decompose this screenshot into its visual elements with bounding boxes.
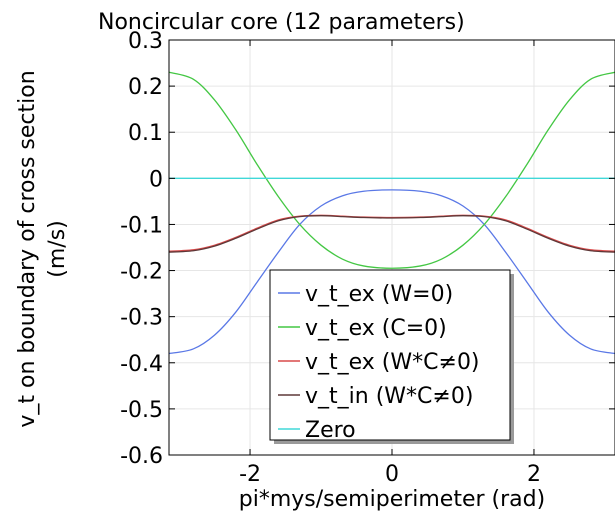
legend-label: v_t_ex (W=0) [305,282,453,307]
y-tick-label: 0.3 [128,29,163,54]
y-tick-label: 0.1 [128,121,163,146]
legend-label: Zero [305,418,356,443]
y-tick-label: 0 [149,167,163,192]
legend-label: v_t_in (W*C≠0) [305,384,473,409]
x-tick-label: 0 [385,462,399,487]
x-tick-label: -2 [239,462,261,487]
chart-title: Noncircular core (12 parameters) [98,10,465,35]
y-tick-label: -0.4 [120,352,163,377]
legend-box [269,269,511,441]
legend: v_t_ex (W=0) v_t_ex (C=0) v_t_ex (W*C≠0) v_… [269,269,514,444]
y-axis-label-line-2: (m/s) [45,220,70,277]
y-tick-label: -0.2 [120,260,163,285]
x-tick-label: 2 [527,462,541,487]
y-tick-label: -0.6 [120,444,163,469]
x-axis-label: pi*mys/semiperimeter (rad) [239,487,545,512]
series-line-v-t-ex-w-0 [168,189,615,355]
y-axis-label-line-1: v_t on boundary of cross section [15,70,40,427]
series-line-v-t-ex-c-0 [168,71,615,269]
axis-ticks: 0.3 0.2 0.1 0 -0.1 -0.2 -0.3 -0.4 -0.5 -0.6 -2 0 2 [120,29,615,487]
series-lines [168,71,615,355]
legend-label: v_t_ex (C=0) [305,316,447,341]
y-tick-label: 0.2 [128,75,163,100]
series-line-v-t-in-w-c-0 [168,215,615,253]
y-tick-label: -0.3 [120,306,163,331]
legend-label: v_t_ex (W*C≠0) [305,350,480,375]
y-tick-label: -0.5 [120,398,163,423]
y-tick-label: -0.1 [120,213,163,238]
